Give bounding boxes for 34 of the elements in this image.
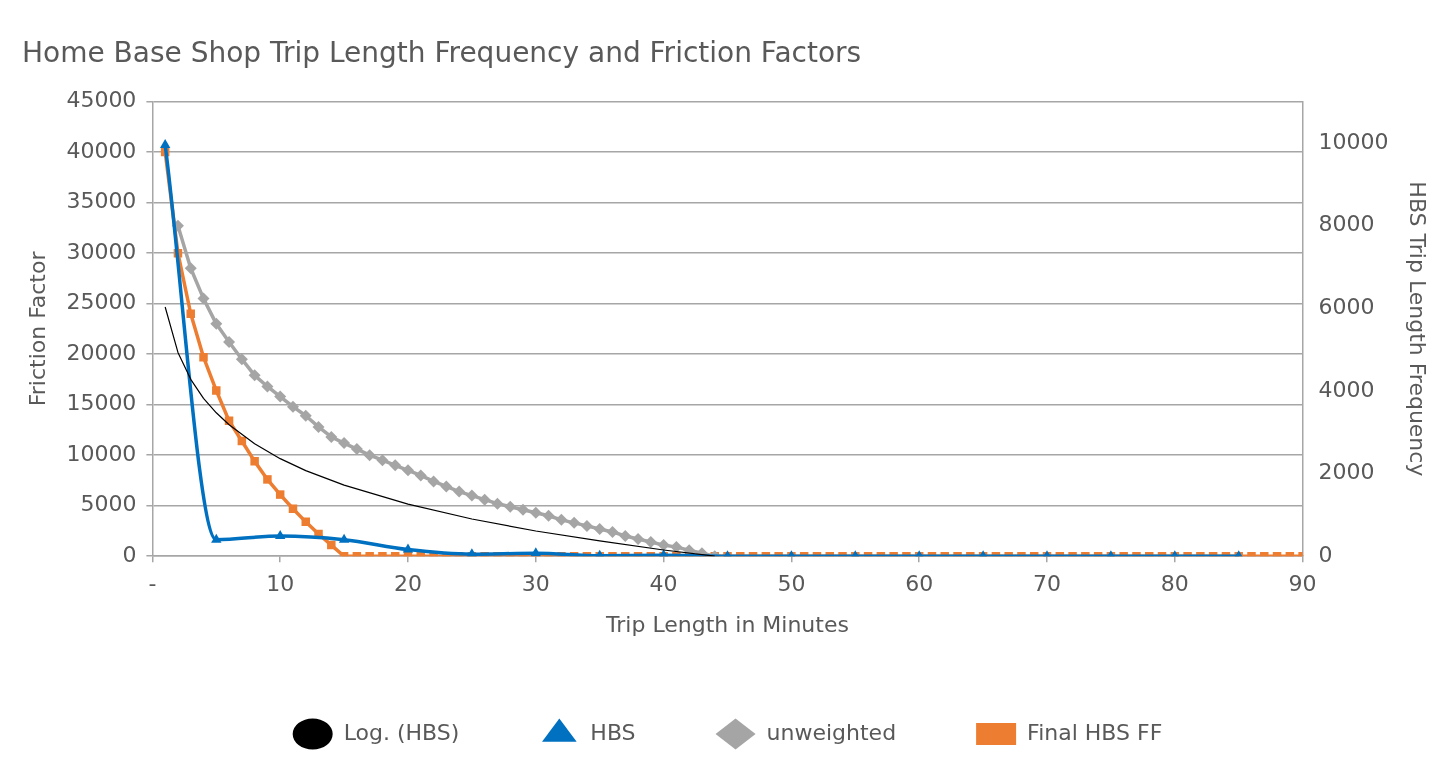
y-axis-title: Friction Factor (24, 250, 50, 407)
y2-axis-title: HBS Trip Length Frequency (1405, 181, 1431, 477)
x-tick-label: 80 (1160, 571, 1189, 597)
y2-tick-label: 0 (1318, 541, 1333, 567)
y-tick-label: 15000 (66, 390, 137, 416)
legend-label: Log. (HBS) (343, 719, 460, 745)
y-tick-label: 10000 (66, 440, 137, 466)
y-tick-label: 45000 (66, 87, 137, 113)
y2-tick-label: 6000 (1318, 293, 1375, 319)
x-tick-label: - (148, 571, 157, 597)
y2-tick-label: 8000 (1318, 211, 1375, 237)
x-tick-label: 90 (1288, 571, 1317, 597)
legend-label: Final HBS FF (1027, 719, 1163, 745)
x-tick-label: 40 (649, 571, 678, 597)
y-tick-label: 35000 (66, 188, 137, 214)
y-tick-label: 30000 (66, 238, 137, 264)
y-tick-label: 40000 (66, 137, 137, 163)
y-tick-label: 20000 (66, 339, 137, 365)
legend-label: HBS (590, 719, 636, 745)
x-axis-title: Trip Length in Minutes (605, 611, 849, 637)
y-tick-label: 25000 (66, 289, 137, 315)
x-tick-label: 10 (266, 571, 295, 597)
x-tick-label: 20 (393, 571, 422, 597)
x-tick-label: 60 (905, 571, 934, 597)
x-tick-label: 50 (777, 571, 806, 597)
y2-tick-label: 10000 (1318, 128, 1389, 154)
x-tick-label: 70 (1033, 571, 1062, 597)
y-tick-label: 5000 (80, 491, 137, 517)
legend-label: unweighted (766, 719, 897, 745)
y2-tick-label: 4000 (1318, 376, 1375, 402)
y-tick-label: 0 (122, 541, 137, 567)
y2-tick-label: 2000 (1318, 459, 1375, 485)
x-tick-label: 30 (521, 571, 550, 597)
chart-title: Home Base Shop Trip Length Frequency and Friction Factors (22, 36, 862, 70)
